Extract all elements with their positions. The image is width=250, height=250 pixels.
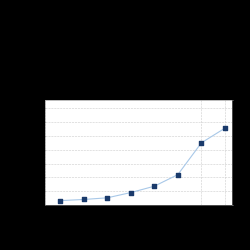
Point [223,126,227,130]
Point [58,199,62,203]
X-axis label: Human b4GALNT2
Concentration (ng/ml): Human b4GALNT2 Concentration (ng/ml) [104,220,174,231]
Point [129,190,133,194]
Point [152,184,156,188]
Point [105,196,109,200]
Point [176,172,180,176]
Y-axis label: OD: OD [20,148,25,158]
Point [82,198,86,202]
Point [200,141,203,145]
